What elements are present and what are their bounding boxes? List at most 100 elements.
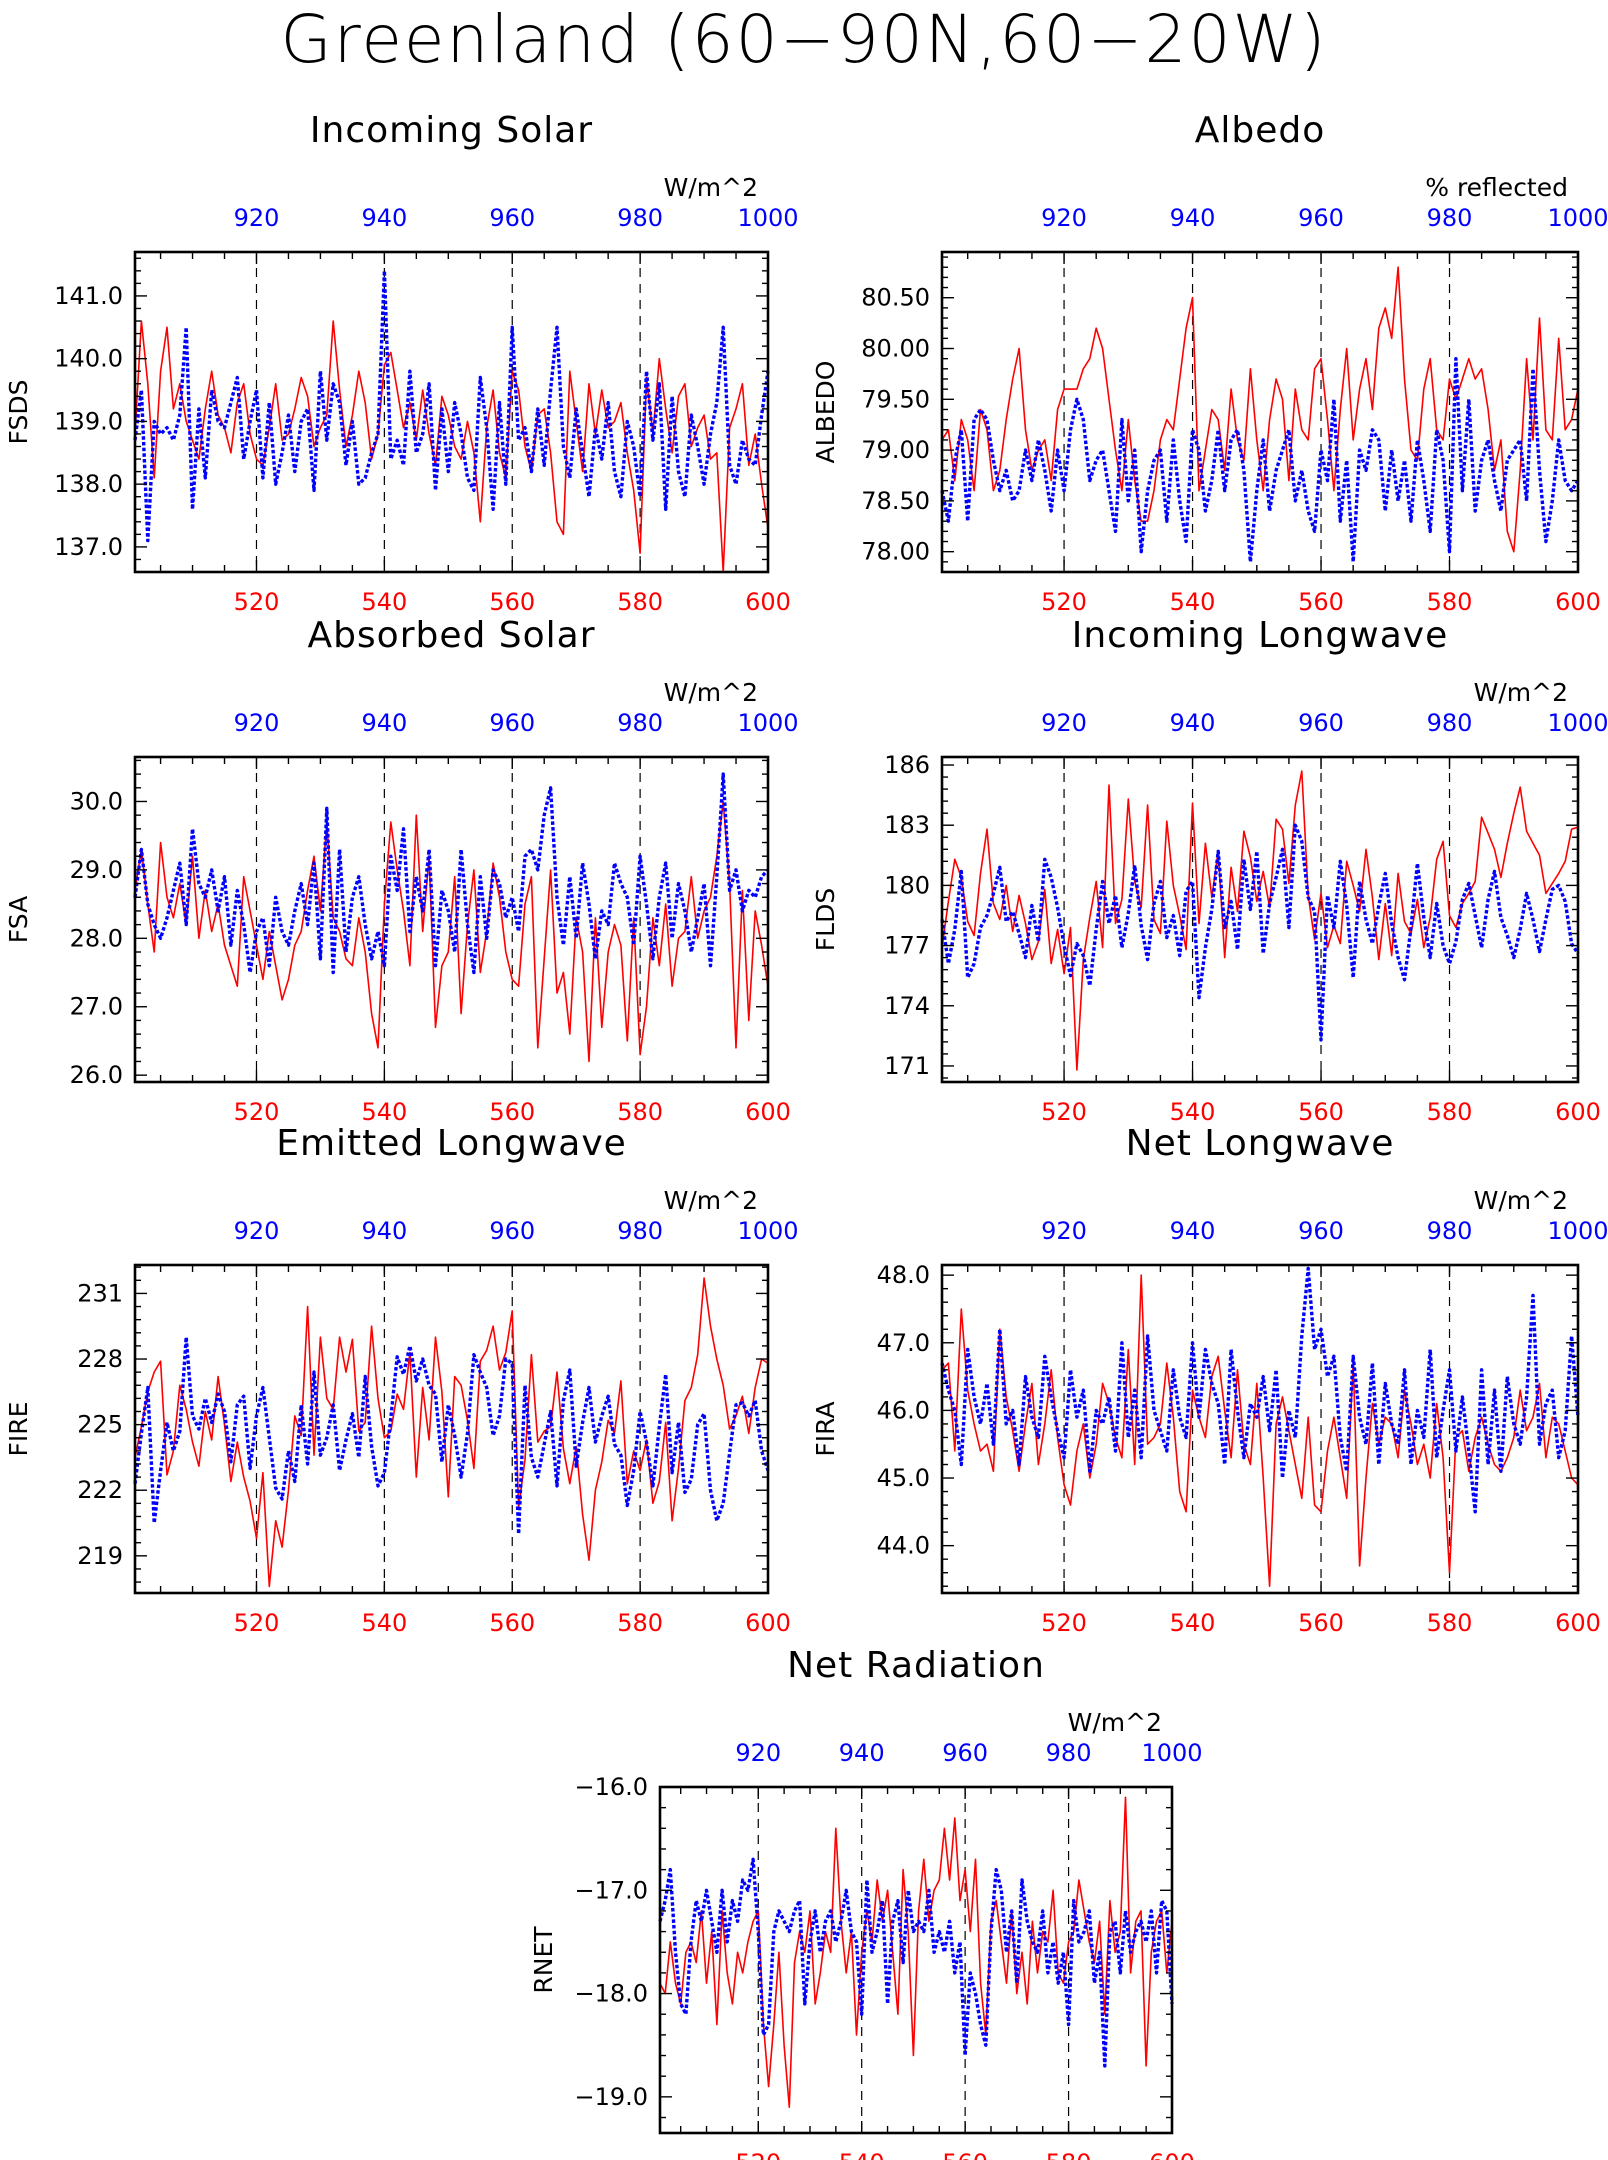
y-tick-label: 28.0 xyxy=(70,924,123,952)
y-tick-label: 180 xyxy=(884,871,930,899)
y-axis-label: FIRA xyxy=(811,1401,840,1456)
plot-frame xyxy=(133,755,770,1084)
x-tick-label-top: 1000 xyxy=(1547,204,1608,232)
x-tick-label-top: 920 xyxy=(234,1217,280,1245)
x-tick-label-bottom: 560 xyxy=(1298,588,1344,616)
x-tick-label-top: 960 xyxy=(489,204,535,232)
series-line-blue xyxy=(133,1335,770,1536)
y-axis-label: FSA xyxy=(4,896,33,943)
x-tick-label-bottom: 600 xyxy=(745,1609,791,1637)
series-line-red xyxy=(134,320,769,573)
x-tick-label-bottom: 520 xyxy=(735,2149,781,2160)
units-label: W/m^2 xyxy=(664,1186,758,1215)
x-tick-label-bottom: 600 xyxy=(745,1098,791,1126)
x-tick-label-bottom: 600 xyxy=(1555,1098,1601,1126)
y-tick-label: 137.0 xyxy=(54,533,123,561)
x-tick-label-bottom: 520 xyxy=(234,1609,280,1637)
x-tick-label-top: 920 xyxy=(1041,204,1087,232)
series-line-blue xyxy=(940,357,1580,564)
y-tick-label: 78.00 xyxy=(861,538,930,566)
plot-frame xyxy=(940,1263,1580,1595)
x-tick-label-top: 980 xyxy=(1427,204,1473,232)
x-tick-label-bottom: 540 xyxy=(1170,1609,1216,1637)
y-tick-label: 79.50 xyxy=(861,385,930,413)
y-tick-label: 138.0 xyxy=(54,470,123,498)
x-tick-label-top: 920 xyxy=(234,204,280,232)
x-tick-label-top: 1000 xyxy=(1547,709,1608,737)
x-tick-label-top: 940 xyxy=(361,709,407,737)
units-label: W/m^2 xyxy=(1474,1186,1568,1215)
y-tick-label: −18.0 xyxy=(574,1980,648,2008)
plot-frame xyxy=(940,250,1580,574)
y-axis-label: RNET xyxy=(529,1926,558,1994)
x-tick-label-top: 960 xyxy=(1298,204,1344,232)
x-tick-label-bottom: 520 xyxy=(1041,1098,1087,1126)
x-tick-label-top: 920 xyxy=(1041,709,1087,737)
x-tick-label-top: 980 xyxy=(617,1217,663,1245)
x-tick-label-top: 980 xyxy=(1046,1739,1092,1767)
y-tick-label: 186 xyxy=(884,751,930,779)
x-tick-label-bottom: 540 xyxy=(361,1609,407,1637)
x-tick-label-top: 1000 xyxy=(1141,1739,1202,1767)
x-tick-label-top: 960 xyxy=(489,1217,535,1245)
x-tick-label-bottom: 520 xyxy=(1041,1609,1087,1637)
y-tick-label: 26.0 xyxy=(70,1061,123,1089)
x-tick-label-bottom: 540 xyxy=(1170,1098,1216,1126)
y-axis-label: FLDS xyxy=(811,888,840,951)
y-tick-label: 80.50 xyxy=(861,284,930,312)
x-tick-label-top: 1000 xyxy=(737,204,798,232)
x-tick-label-bottom: 540 xyxy=(1170,588,1216,616)
plot-frame xyxy=(133,1263,770,1595)
plot-frame xyxy=(658,1785,1174,2135)
panel-title: Emitted Longwave xyxy=(276,1123,627,1164)
series-line-red xyxy=(941,770,1579,1071)
y-tick-label: 44.0 xyxy=(877,1532,930,1560)
y-tick-label: 48.0 xyxy=(877,1261,930,1289)
plot-frame xyxy=(133,250,770,574)
x-tick-label-top: 920 xyxy=(735,1739,781,1767)
series-line-red xyxy=(941,266,1579,553)
x-tick-label-top: 960 xyxy=(1298,709,1344,737)
y-tick-label: 177 xyxy=(884,932,930,960)
series-line-blue xyxy=(658,1857,1174,2068)
chart-panel-1: Incoming Solar W/m^2 FSDS 520 540 560 580 600 92… xyxy=(4,110,799,616)
chart-panel-4: Incoming Longwave W/m^2 FLDS 520 540 560 580 60… xyxy=(811,615,1608,1126)
x-tick-label-bottom: 560 xyxy=(942,2149,988,2160)
y-tick-label: 47.0 xyxy=(877,1329,930,1357)
x-tick-label-bottom: 580 xyxy=(617,1098,663,1126)
x-tick-label-bottom: 580 xyxy=(1427,1609,1473,1637)
x-tick-label-top: 940 xyxy=(1170,204,1216,232)
series-line-red xyxy=(941,1274,1579,1587)
y-tick-label: 27.0 xyxy=(70,993,123,1021)
y-tick-label: 225 xyxy=(77,1411,123,1439)
y-tick-label: 219 xyxy=(77,1542,123,1570)
panel-title: Incoming Solar xyxy=(310,110,593,151)
series-line-blue xyxy=(940,823,1580,1042)
y-axis-label: FIRE xyxy=(4,1402,33,1457)
x-tick-label-bottom: 540 xyxy=(361,1098,407,1126)
y-tick-label: 222 xyxy=(77,1476,123,1504)
x-tick-label-top: 920 xyxy=(1041,1217,1087,1245)
y-tick-label: 183 xyxy=(884,811,930,839)
x-tick-label-top: 980 xyxy=(1427,1217,1473,1245)
chart-panel-5: Emitted Longwave W/m^2 FIRE 520 540 560 580 600… xyxy=(4,1123,799,1637)
x-tick-label-top: 980 xyxy=(617,709,663,737)
panel-title: Net Longwave xyxy=(1126,1123,1395,1164)
series-line-blue xyxy=(133,772,770,975)
x-tick-label-bottom: 520 xyxy=(234,588,280,616)
x-tick-label-bottom: 560 xyxy=(489,1098,535,1126)
y-tick-label: 171 xyxy=(884,1052,930,1080)
x-tick-label-top: 980 xyxy=(1427,709,1473,737)
x-tick-label-bottom: 600 xyxy=(1149,2149,1195,2160)
chart-panel-2: Albedo % reflected ALBEDO 520 540 560 580 600 92… xyxy=(811,110,1608,616)
x-tick-label-bottom: 580 xyxy=(1046,2149,1092,2160)
x-tick-label-top: 940 xyxy=(1170,1217,1216,1245)
y-tick-label: −17.0 xyxy=(574,1876,648,1904)
panel-title: Albedo xyxy=(1195,110,1326,151)
series-line-red xyxy=(134,1277,769,1588)
series-line-red xyxy=(659,1796,1173,2108)
units-label: % reflected xyxy=(1425,173,1568,202)
y-tick-label: −19.0 xyxy=(574,2083,648,2111)
